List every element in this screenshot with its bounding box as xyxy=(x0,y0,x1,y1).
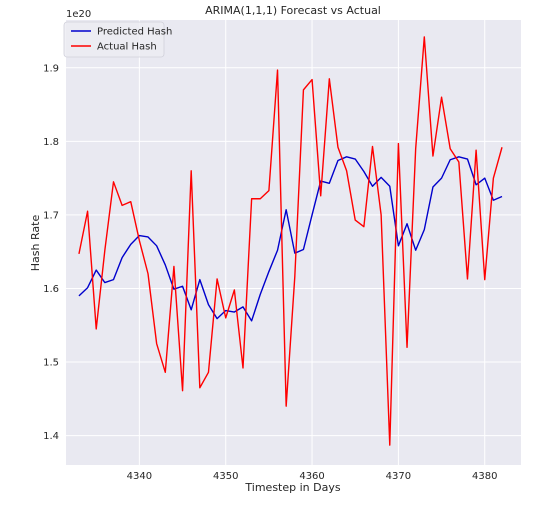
x-tick-label: 4340 xyxy=(127,471,152,482)
actual-hash-line xyxy=(78,36,503,446)
legend-label-predicted: Predicted Hash xyxy=(97,27,172,38)
y-tick-label: 1.7 xyxy=(43,210,59,221)
legend: Predicted Hash Actual Hash xyxy=(63,21,172,58)
y-tick-label: 1.5 xyxy=(43,358,59,369)
y-offset-label: 1e20 xyxy=(66,9,91,20)
plot-area xyxy=(66,20,521,465)
y-axis-ticks: 1.4 1.5 1.6 1.7 1.8 1.9 xyxy=(43,63,59,442)
chart-title: ARIMA(1,1,1) Forecast vs Actual xyxy=(205,4,381,17)
y-tick-label: 1.9 xyxy=(43,63,59,74)
x-tick-label: 4380 xyxy=(472,471,497,482)
series-layer xyxy=(78,36,503,446)
y-tick-label: 1.4 xyxy=(43,431,59,442)
grid-lines xyxy=(66,20,521,465)
y-tick-label: 1.6 xyxy=(43,284,59,295)
y-tick-label: 1.8 xyxy=(43,137,59,148)
x-tick-label: 4350 xyxy=(213,471,238,482)
x-tick-label: 4370 xyxy=(386,471,411,482)
predicted-hash-line xyxy=(78,156,503,322)
legend-label-actual: Actual Hash xyxy=(97,42,157,53)
x-tick-label: 4360 xyxy=(299,471,324,482)
x-axis-ticks: 4340 4350 4360 4370 4380 xyxy=(127,471,498,482)
x-axis-label: Timestep in Days xyxy=(244,481,340,494)
y-axis-label: Hash Rate xyxy=(29,215,42,272)
